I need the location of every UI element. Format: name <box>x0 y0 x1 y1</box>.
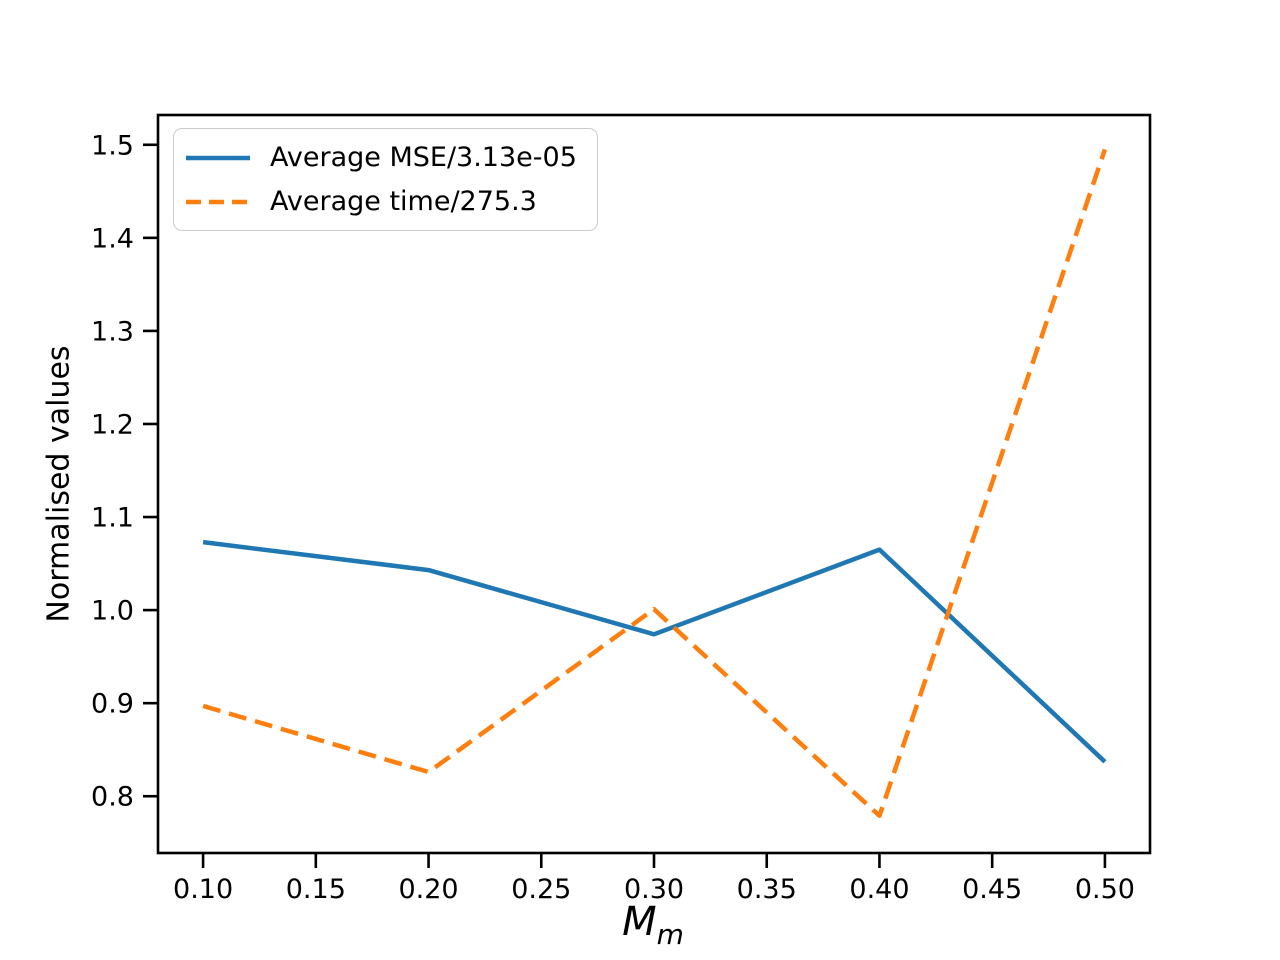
y-tick-label: 1.0 <box>91 596 134 627</box>
y-tick-label: 1.1 <box>91 503 134 534</box>
x-tick-label: 0.50 <box>1075 874 1135 905</box>
series-line-mse <box>202 539 1107 764</box>
y-axis-label: Normalised values <box>41 345 77 623</box>
y-tick-label: 0.8 <box>91 782 134 813</box>
x-tick-label: 0.25 <box>511 874 571 905</box>
x-tick-label: 0.45 <box>962 874 1022 905</box>
y-tick-label: 1.4 <box>91 223 134 254</box>
x-axis-label-subscript: m <box>656 918 684 951</box>
x-tick-label: 0.35 <box>737 874 797 905</box>
legend: Average MSE/3.13e-05 Average time/275.3 <box>173 128 598 231</box>
x-axis-label-base: M <box>622 899 657 945</box>
y-tick-label: 1.5 <box>91 130 134 161</box>
x-axis-label: Mm <box>622 899 684 949</box>
series-line-time <box>202 148 1108 819</box>
x-tick-label: 0.30 <box>624 874 684 905</box>
legend-label-time: Average time/275.3 <box>270 186 537 217</box>
legend-item-mse: Average MSE/3.13e-05 <box>186 142 577 173</box>
legend-item-time: Average time/275.3 <box>186 186 577 217</box>
x-tick-label: 0.20 <box>398 874 458 905</box>
y-tick-label: 1.2 <box>91 409 134 440</box>
x-tick-label: 0.10 <box>173 874 233 905</box>
y-tick-label: 1.3 <box>91 316 134 347</box>
legend-label-mse: Average MSE/3.13e-05 <box>270 142 577 173</box>
x-tick-label: 0.40 <box>849 874 909 905</box>
legend-line-solid-icon <box>186 155 250 160</box>
legend-line-dashed-icon <box>186 199 250 204</box>
x-tick-label: 0.15 <box>286 874 346 905</box>
y-tick-label: 0.9 <box>91 689 134 720</box>
